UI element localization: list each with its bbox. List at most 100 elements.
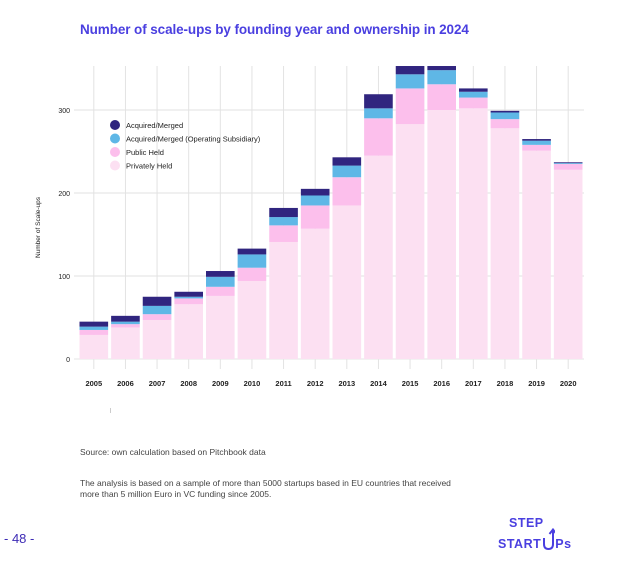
bar-segment-acquired-merged-2011 [269, 207, 298, 218]
x-tick-label: 2007 [149, 379, 166, 388]
logo-start-text: START [498, 537, 542, 551]
y-tick-label: 100 [58, 274, 70, 281]
bar-segment-acquired-merged-2010 [237, 248, 267, 255]
bar-segment-privately-held-2012 [300, 228, 330, 359]
bar-segment-privately-held-2006 [111, 327, 140, 359]
bar-segment-public-held-2020 [553, 163, 583, 170]
bar-segment-privately-held-2016 [427, 110, 456, 359]
x-tick-label: 2011 [275, 379, 291, 388]
logo-ps: Ps [555, 537, 572, 551]
bar-segment-public-held-2009 [206, 286, 235, 296]
bar-segment-privately-held-2010 [237, 280, 267, 359]
bar-segment-public-held-2013 [332, 177, 362, 206]
x-tick-label: 2016 [433, 379, 450, 388]
bar-segment-acquired-merged-operating-subsidiary-2017 [459, 91, 488, 98]
bar-segment-privately-held-2008 [174, 304, 203, 359]
legend-label: Acquired/Merged [126, 121, 183, 130]
bar-segment-public-held-2007 [142, 314, 172, 320]
analysis-note-line1: The analysis is based on a sample of mor… [80, 478, 451, 488]
bar-segment-public-held-2010 [237, 267, 267, 281]
chart-title: Number of scale-ups by founding year and… [80, 22, 469, 37]
legend-label: Public Held [126, 148, 164, 157]
x-tick-label: 2014 [370, 379, 388, 388]
bar-segment-acquired-merged-operating-subsidiary-2007 [142, 305, 172, 315]
bar-segment-acquired-merged-2020 [553, 162, 583, 164]
bar-segment-public-held-2008 [174, 298, 203, 305]
y-tick-label: 300 [58, 108, 70, 115]
bar-segment-acquired-merged-operating-subsidiary-2013 [332, 165, 362, 178]
x-tick-label: 2008 [180, 379, 197, 388]
y-tick-label: 0 [66, 357, 70, 364]
bar-segment-privately-held-2018 [490, 128, 520, 359]
bar-segment-public-held-2016 [427, 84, 456, 110]
bar-segment-privately-held-2005 [79, 334, 109, 359]
bar-segment-acquired-merged-operating-subsidiary-2006 [111, 321, 140, 325]
x-tick-label: 2012 [307, 379, 324, 388]
bar-segment-privately-held-2007 [142, 319, 172, 359]
x-tick-label: 2019 [528, 379, 545, 388]
legend-swatch [110, 147, 120, 157]
bar-segment-privately-held-2009 [206, 295, 235, 359]
analysis-note-line2: more than 5 million Euro in VC funding s… [80, 489, 272, 499]
bar-segment-acquired-merged-operating-subsidiary-2005 [79, 326, 109, 330]
bar-segment-privately-held-2014 [364, 155, 393, 359]
bar-segment-acquired-merged-operating-subsidiary-2020 [553, 163, 583, 164]
page-number: - 48 - [4, 531, 35, 546]
x-tick-label: 2020 [560, 379, 577, 388]
logo-step: STEP [509, 516, 544, 530]
legend-swatch [110, 160, 120, 171]
bar-segment-acquired-merged-2016 [427, 66, 456, 71]
bar-segment-public-held-2019 [522, 144, 551, 151]
bar-segment-acquired-merged-operating-subsidiary-2015 [395, 74, 425, 89]
bar-segment-acquired-merged-operating-subsidiary-2011 [269, 217, 298, 226]
bar-segment-privately-held-2017 [459, 108, 488, 359]
bar-segment-privately-held-2019 [522, 150, 551, 359]
bar-segment-acquired-merged-operating-subsidiary-2012 [300, 195, 330, 206]
bar-segment-acquired-merged-operating-subsidiary-2010 [237, 254, 267, 268]
x-tick-label: 2017 [465, 379, 482, 388]
bar-segment-acquired-merged-operating-subsidiary-2009 [206, 276, 235, 287]
logo-start: START Ps [498, 527, 572, 551]
stacked-bar-chart: 0 100 200 300 Number of Scale-ups 2005 2006 200… [35, 66, 584, 388]
bar-segment-acquired-merged-2005 [79, 321, 109, 327]
bar-segment-acquired-merged-2012 [300, 188, 330, 196]
up-arrow-u-icon [543, 527, 558, 551]
y-tick-label: 200 [58, 191, 70, 198]
bar-segment-privately-held-2020 [553, 169, 583, 359]
stray-mark [110, 408, 111, 413]
x-tick-label: 2009 [212, 379, 229, 388]
legend-swatch [110, 133, 120, 144]
x-tick-label: 2018 [497, 379, 514, 388]
bar-segment-public-held-2005 [79, 329, 109, 335]
bar-segment-acquired-merged-operating-subsidiary-2018 [490, 112, 520, 120]
bar-segment-public-held-2006 [111, 324, 140, 328]
y-axis-label: Number of Scale-ups [35, 196, 42, 258]
bar-segment-acquired-merged-2006 [111, 315, 140, 322]
stepstartups-logo: STEP START Ps [498, 516, 588, 551]
bar-segment-acquired-merged-2014 [364, 94, 393, 109]
bar-segment-public-held-2015 [395, 88, 425, 125]
bar-segment-acquired-merged-2015 [395, 66, 425, 75]
legend-swatch [110, 120, 120, 130]
bar-segment-privately-held-2011 [269, 241, 298, 359]
bar-segment-acquired-merged-operating-subsidiary-2008 [174, 296, 203, 299]
x-tick-label: 2013 [338, 379, 355, 388]
bar-segment-acquired-merged-operating-subsidiary-2014 [364, 108, 393, 119]
bar-segment-acquired-merged-2008 [174, 291, 203, 297]
bar-segment-privately-held-2013 [332, 205, 362, 359]
x-tick-label: 2005 [85, 379, 102, 388]
bar-segment-acquired-merged-operating-subsidiary-2016 [427, 70, 456, 85]
bar-segment-acquired-merged-2007 [142, 296, 172, 306]
bar-segment-acquired-merged-operating-subsidiary-2019 [522, 140, 551, 145]
x-tick-label: 2006 [117, 379, 134, 388]
bar-segment-public-held-2011 [269, 225, 298, 242]
x-tick-label: 2010 [244, 379, 261, 388]
bar-segment-acquired-merged-2017 [459, 88, 488, 92]
bar-segment-acquired-merged-2019 [522, 139, 551, 141]
bar-segment-public-held-2012 [300, 205, 330, 229]
bar-segment-acquired-merged-2013 [332, 157, 362, 166]
bar-segment-public-held-2014 [364, 118, 393, 156]
bar-segment-acquired-merged-2018 [490, 110, 520, 113]
legend-label: Privately Held [126, 162, 172, 171]
bar-segment-privately-held-2015 [395, 124, 425, 359]
